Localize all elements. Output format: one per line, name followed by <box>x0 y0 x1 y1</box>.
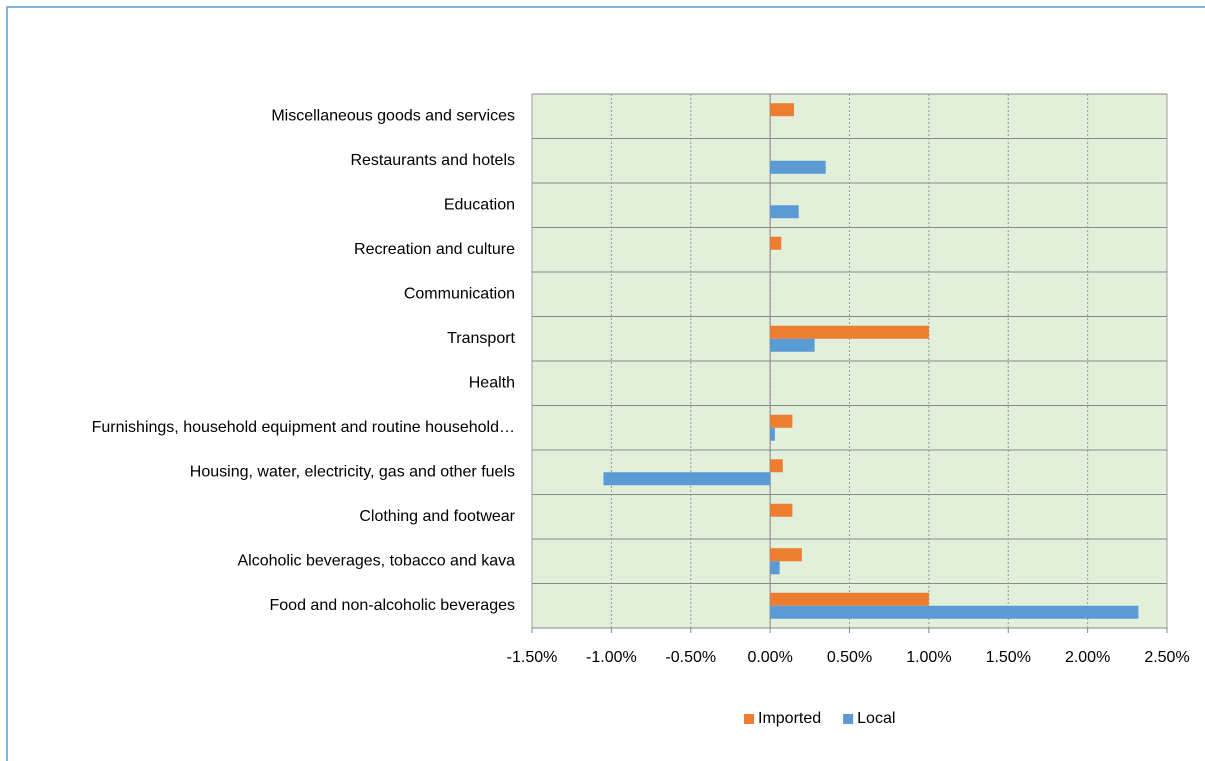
x-tick-label: -0.50% <box>665 649 716 666</box>
y-tick-label: Recreation and culture <box>354 241 515 258</box>
bar <box>603 472 771 486</box>
y-tick-label: Clothing and footwear <box>359 508 515 525</box>
bar <box>770 561 780 575</box>
bar <box>770 103 794 117</box>
y-tick-label: Housing, water, electricity, gas and oth… <box>190 463 515 480</box>
x-tick-label: 2.50% <box>1144 649 1189 666</box>
bar <box>770 160 826 174</box>
x-tick-label: 1.50% <box>986 649 1031 666</box>
bar <box>770 459 783 473</box>
bar <box>770 325 929 339</box>
y-tick-label: Miscellaneous goods and services <box>271 107 515 124</box>
y-tick-label: Transport <box>447 330 515 347</box>
chart-frame <box>6 6 1205 761</box>
y-tick-label: Food and non-alcoholic beverages <box>270 597 516 614</box>
y-tick-label: Education <box>444 196 515 213</box>
bar <box>770 205 799 219</box>
bar <box>770 338 815 352</box>
bar <box>770 427 775 441</box>
bar <box>770 503 793 517</box>
x-tick-label: -1.50% <box>507 649 558 666</box>
x-tick-label: 1.00% <box>906 649 951 666</box>
legend-label: Imported <box>758 710 821 727</box>
bar <box>770 414 793 428</box>
x-tick-label: -1.00% <box>586 649 637 666</box>
x-tick-label: 2.00% <box>1065 649 1110 666</box>
y-tick-label: Health <box>469 374 515 391</box>
legend-label: Local <box>857 710 895 727</box>
bar <box>770 592 929 606</box>
bar <box>770 605 1139 619</box>
y-tick-label: Restaurants and hotels <box>350 152 515 169</box>
y-tick-label: Communication <box>404 285 515 302</box>
legend-swatch <box>744 714 754 724</box>
x-tick-label: 0.00% <box>747 649 792 666</box>
bar <box>770 236 782 250</box>
legend-swatch <box>843 714 854 724</box>
x-tick-label: 0.50% <box>827 649 872 666</box>
y-tick-label: Furnishings, household equipment and rou… <box>92 419 515 436</box>
y-tick-label: Alcoholic beverages, tobacco and kava <box>237 552 515 569</box>
bar <box>770 548 802 562</box>
